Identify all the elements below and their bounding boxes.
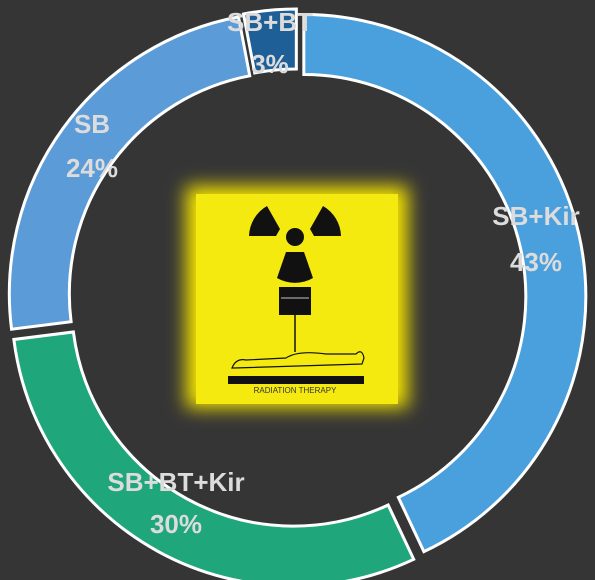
emitter xyxy=(279,287,311,315)
symbol-blade xyxy=(277,252,313,283)
value-label: 24% xyxy=(66,153,118,183)
symbol-blade xyxy=(249,206,280,236)
donut-segment xyxy=(302,12,588,554)
donut-segment xyxy=(241,7,298,75)
donut-segment xyxy=(7,15,252,331)
symbol-blade xyxy=(310,206,341,236)
value-label: 30% xyxy=(150,509,202,539)
category-label: SB+BT xyxy=(227,7,313,37)
symbol-core xyxy=(286,228,304,246)
center-image: RADIATION THERAPY xyxy=(186,186,408,408)
donut-segment xyxy=(12,330,416,580)
patient xyxy=(231,351,365,369)
value-label: 43% xyxy=(510,247,562,277)
table xyxy=(228,376,364,384)
radiation-symbol xyxy=(249,206,341,283)
category-label: SB+Kir xyxy=(492,201,579,231)
category-label: SB xyxy=(74,109,110,139)
category-label: SB+BT+Kir xyxy=(107,467,244,497)
value-label: 3% xyxy=(251,49,289,79)
image-caption: RADIATION THERAPY xyxy=(254,386,337,395)
